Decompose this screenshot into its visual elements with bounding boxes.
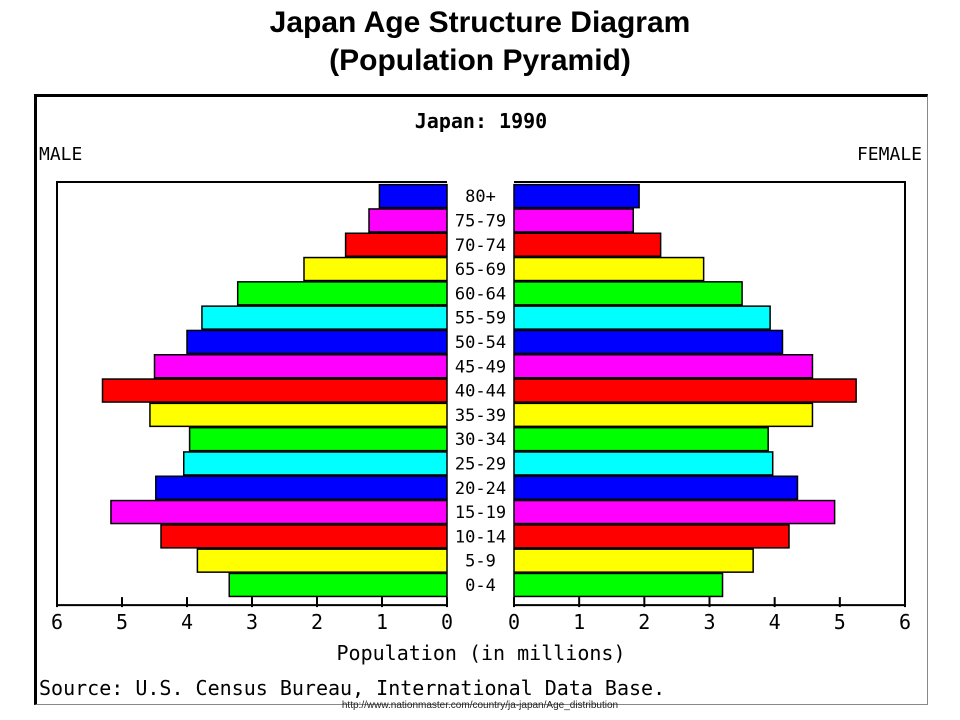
- female-bar: [513, 329, 784, 355]
- x-tick-label: 2: [311, 610, 323, 634]
- female-bar: [513, 354, 814, 379]
- age-group-label: 60-64: [455, 284, 506, 304]
- age-group-label: 25-29: [455, 454, 506, 474]
- male-bar: [110, 499, 448, 525]
- male-label: MALE: [39, 144, 82, 165]
- age-group-label: 45-49: [455, 357, 506, 377]
- female-panel-frame: [514, 181, 906, 600]
- female-bar: [513, 499, 836, 525]
- female-label: FEMALE: [857, 144, 922, 165]
- male-bar: [183, 451, 448, 476]
- chart-title: Japan: 1990: [415, 109, 547, 133]
- female-bar: [513, 208, 635, 233]
- population-pyramid-chart: Japan: 1990 MALE FEMALE Population (in m…: [39, 109, 922, 700]
- female-bar: [513, 524, 790, 549]
- male-bar: [228, 572, 448, 598]
- female-bar: [513, 426, 769, 452]
- male-bar: [149, 402, 448, 428]
- slide-title-line-1: Japan Age Structure Diagram: [269, 6, 691, 39]
- male-bar: [378, 183, 448, 209]
- female-bar: [513, 281, 743, 306]
- female-bar: [513, 256, 705, 282]
- age-group-label: 50-54: [455, 333, 506, 353]
- x-tick-label: 6: [899, 610, 911, 634]
- female-bar: [513, 548, 754, 573]
- pyramid-figure: Japan: 1990 MALE FEMALE Population (in m…: [34, 94, 928, 705]
- female-bar: [513, 572, 724, 598]
- source-note: Source: U.S. Census Bureau, Internationa…: [39, 676, 665, 700]
- age-group-label: 40-44: [455, 382, 506, 402]
- source-url: http://www.nationmaster.com/country/ja-j…: [341, 700, 619, 711]
- female-bar: [513, 378, 857, 403]
- male-bar: [153, 354, 448, 379]
- x-tick-label: 4: [181, 610, 193, 634]
- age-group-label: 10-14: [455, 527, 506, 547]
- x-tick-label: 3: [703, 610, 715, 634]
- age-group-label: 15-19: [455, 503, 506, 523]
- male-bar: [155, 475, 448, 500]
- x-axis-label: Population (in millions): [337, 641, 626, 665]
- male-bar: [160, 524, 448, 549]
- male-bar: [236, 281, 448, 306]
- x-tick-label: 5: [834, 610, 846, 634]
- male-bar: [101, 378, 448, 403]
- age-group-label: 5-9: [465, 552, 496, 572]
- x-tick-label: 4: [769, 610, 781, 634]
- female-bar: [513, 451, 774, 476]
- age-group-label: 70-74: [455, 236, 506, 256]
- female-bar: [513, 232, 662, 257]
- female-bar: [513, 305, 771, 330]
- male-bar: [201, 305, 448, 330]
- slide-title-line-2: (Population Pyramid): [329, 44, 631, 77]
- male-bar: [186, 329, 448, 355]
- age-group-label: 75-79: [455, 211, 506, 231]
- x-tick-label: 0: [441, 610, 453, 634]
- female-bar: [513, 475, 799, 500]
- male-bar: [344, 232, 448, 257]
- x-tick-label: 6: [51, 610, 63, 634]
- male-bar: [303, 256, 448, 282]
- age-group-label: 80+: [465, 187, 496, 207]
- x-tick-label: 5: [116, 610, 128, 634]
- male-bar: [368, 208, 448, 233]
- male-panel-frame: [56, 181, 447, 600]
- male-bar: [196, 548, 448, 573]
- age-group-label: 30-34: [455, 430, 506, 450]
- age-group-label: 20-24: [455, 479, 506, 499]
- age-group-label: 35-39: [455, 406, 506, 426]
- plot-area: 80+75-7970-7465-6960-6455-5950-5445-4940…: [51, 181, 911, 634]
- age-group-label: 65-69: [455, 260, 506, 280]
- female-bar: [513, 402, 814, 428]
- x-tick-label: 1: [573, 610, 585, 634]
- x-tick-label: 0: [508, 610, 520, 634]
- x-tick-label: 1: [376, 610, 388, 634]
- x-tick-label: 3: [246, 610, 258, 634]
- age-group-label: 0-4: [465, 576, 496, 596]
- x-tick-label: 2: [638, 610, 650, 634]
- male-bar: [188, 426, 448, 452]
- slide-title: Japan Age Structure Diagram (Population …: [0, 4, 960, 80]
- age-group-label: 55-59: [455, 309, 506, 329]
- female-bar: [513, 183, 640, 209]
